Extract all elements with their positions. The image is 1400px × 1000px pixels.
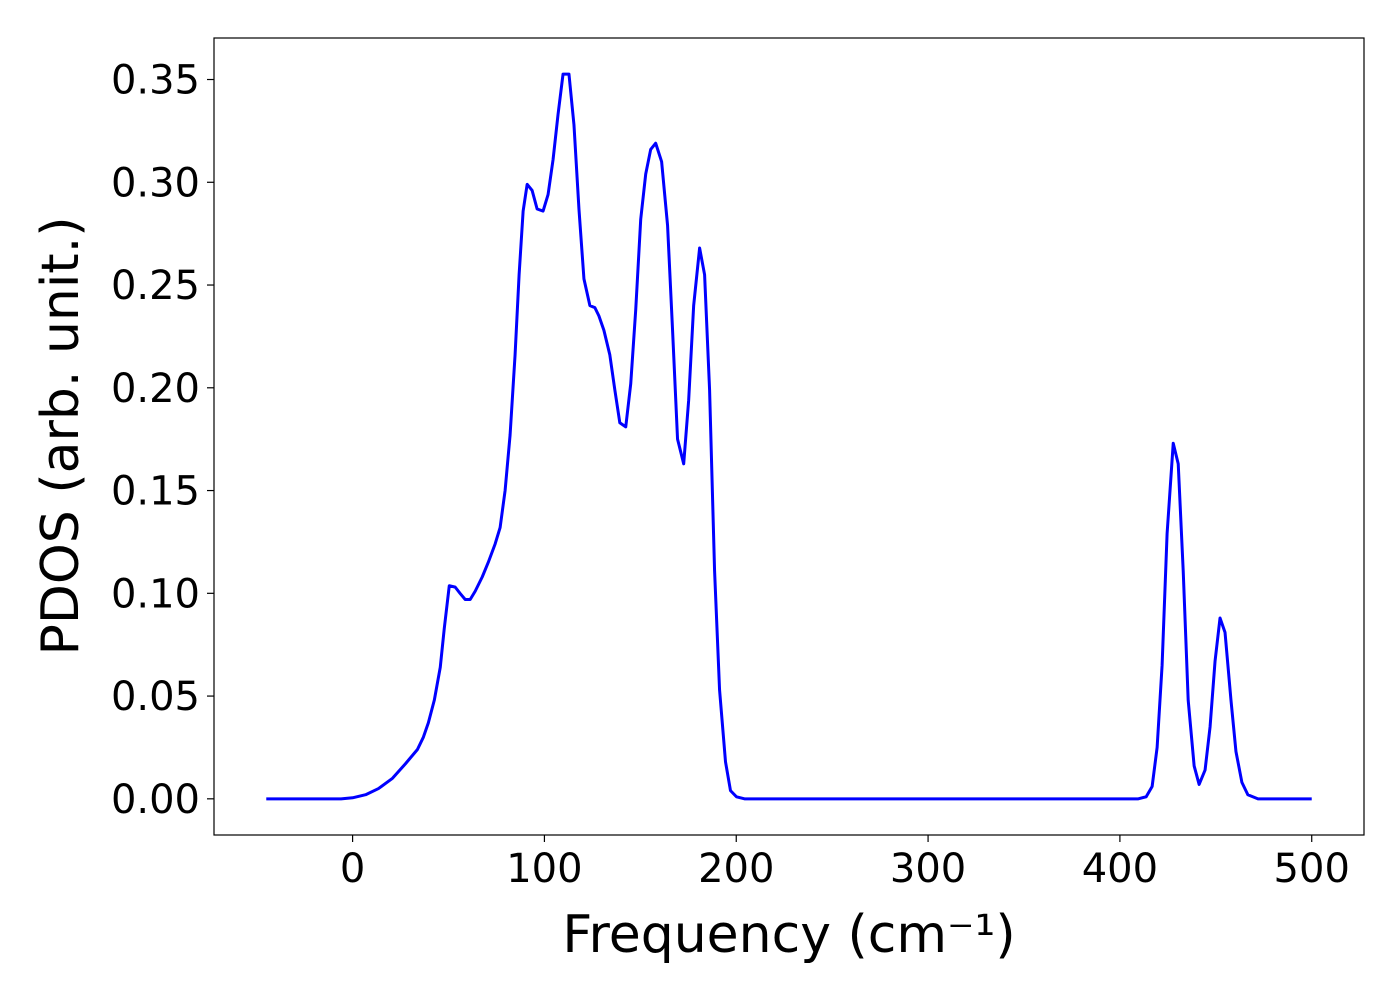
- x-tick-label: 0: [340, 846, 365, 892]
- y-tick-label: 0.10: [111, 571, 200, 617]
- y-tick-label: 0.05: [111, 674, 200, 720]
- y-tick-label: 0.00: [111, 777, 200, 823]
- x-tick-label: 300: [890, 846, 966, 892]
- y-tick-label: 0.35: [111, 58, 200, 104]
- y-tick-label: 0.15: [111, 469, 200, 515]
- x-tick-label: 100: [506, 846, 582, 892]
- y-tick-label: 0.30: [111, 160, 200, 206]
- x-tick-label: 400: [1082, 846, 1158, 892]
- x-tick-label: 500: [1274, 846, 1350, 892]
- x-tick-label: 200: [698, 846, 774, 892]
- y-tick-label: 0.25: [111, 263, 200, 309]
- data-line: [266, 72, 1312, 801]
- y-tick-label: 0.20: [111, 366, 200, 412]
- x-axis-label: Frequency (cm⁻¹): [562, 905, 1015, 965]
- plot-frame: [213, 37, 1365, 836]
- y-axis-label: PDOS (arb. unit.): [31, 216, 91, 655]
